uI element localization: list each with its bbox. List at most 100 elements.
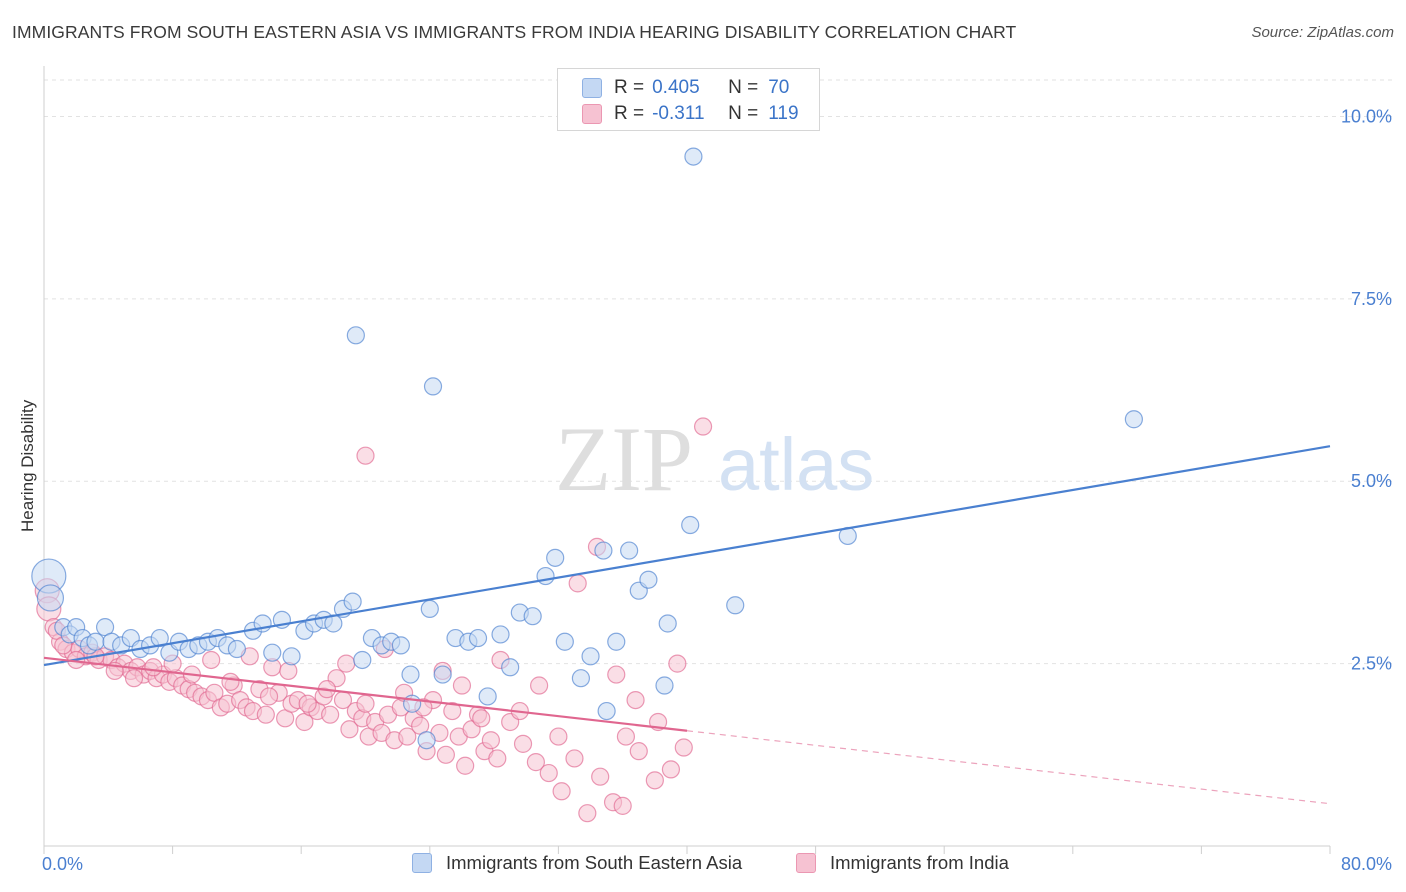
india-point [626,690,645,710]
legend-r-value: -0.311 [652,103,705,124]
chart-title: IMMIGRANTS FROM SOUTH EASTERN ASIA VS IM… [12,22,1017,42]
sea-point [571,669,591,688]
sea-point [684,147,703,166]
legend-row-sea: R = 0.405 N = 70 [582,76,789,100]
india-point [549,727,568,746]
india-point [526,753,545,772]
india-point [591,767,610,786]
sea-point [263,643,282,662]
india-point [488,749,507,768]
legend-swatch-india [796,853,816,873]
sea-point [86,632,105,651]
india-point [616,727,636,746]
sea-point [433,665,452,684]
sea-point [655,676,674,695]
india-point [221,672,240,691]
india-point [256,705,275,724]
india-point [645,771,664,790]
india-point [398,727,417,746]
sea-point [620,541,639,560]
sea-point [639,570,658,589]
india-point [578,804,597,823]
india-point [452,676,472,695]
india-point [298,694,317,713]
y-tick-label: 2.5% [1351,654,1392,674]
sea-point [658,614,677,633]
sea-point [594,541,613,560]
india-point [144,658,163,677]
series-legend: Immigrants from South Eastern Asia Immig… [0,852,1406,878]
source-credit: Source: ZipAtlas.com [1251,24,1394,41]
india-point [472,709,491,728]
india-point [693,417,713,436]
sea-point [726,596,745,615]
sea-point [417,731,436,750]
sea-point [36,584,65,612]
sea-point [423,377,443,396]
sea-point [523,607,542,626]
y-tick-label: 7.5% [1351,289,1392,309]
india-point [565,749,584,768]
sea-point [607,632,626,651]
india-point [337,654,356,673]
y-axis-label: Hearing Disability [18,399,37,532]
legend-n-label: N = [728,103,759,124]
india-point [513,734,533,753]
india-point [674,738,693,757]
india-point [321,705,340,724]
legend-swatch-sea [582,78,602,98]
sea-point [681,515,700,535]
india-point [552,782,571,801]
sea-point [343,592,362,611]
sea-point [420,599,439,619]
tick-labels: 2.5% 5.0% 7.5% 10.0% 0.0% 80.0% [42,106,1392,874]
india-point [539,763,558,783]
legend-n-value: 70 [768,77,790,98]
india-point [259,687,279,706]
india-point [202,650,221,670]
legend-n-label: N = [728,77,759,98]
sea-point [597,701,616,721]
sea-point [581,647,600,666]
legend-swatch-sea [412,853,432,873]
sea-point [346,326,365,345]
sea-point [501,658,520,677]
india-point [613,796,632,815]
legend-swatch-india [582,104,602,124]
watermark-zip: ZIP [555,408,693,510]
correlation-legend: R = 0.405 N = 70 R = -0.311 N = 119 [557,68,820,131]
india-point [124,669,144,688]
india-point [340,720,359,739]
sea-point [391,636,410,655]
india-point [356,694,375,713]
india-point [456,756,475,775]
sea-point [478,687,497,706]
sea-point [536,566,555,586]
trend-lines [43,445,1331,805]
sea-point [150,628,169,648]
trend-line-india [43,656,688,732]
legend-item-india: Immigrants from India [796,852,1009,874]
y-tick-label: 10.0% [1341,106,1392,126]
x-tick-label: 0.0% [42,854,83,874]
sea-point [491,625,510,644]
y-tick-label: 5.0% [1351,471,1392,491]
legend-r-label: R = [614,77,645,98]
trend-line-sea [43,445,1331,667]
india-point [443,701,462,721]
sea-point [555,632,574,651]
sea-point [401,665,420,684]
axes [43,66,1331,854]
legend-label-sea: Immigrants from South Eastern Asia [446,852,743,873]
india-point [668,654,687,673]
sea-point [353,650,372,670]
india-point [481,731,500,750]
india-point [356,446,375,465]
legend-r-value: 0.405 [652,77,700,98]
sea-point [282,647,301,666]
sea-point [546,548,565,567]
legend-label-india: Immigrants from India [830,852,1009,873]
watermark-atlas: atlas [718,423,874,506]
legend-n-value: 119 [768,103,799,124]
